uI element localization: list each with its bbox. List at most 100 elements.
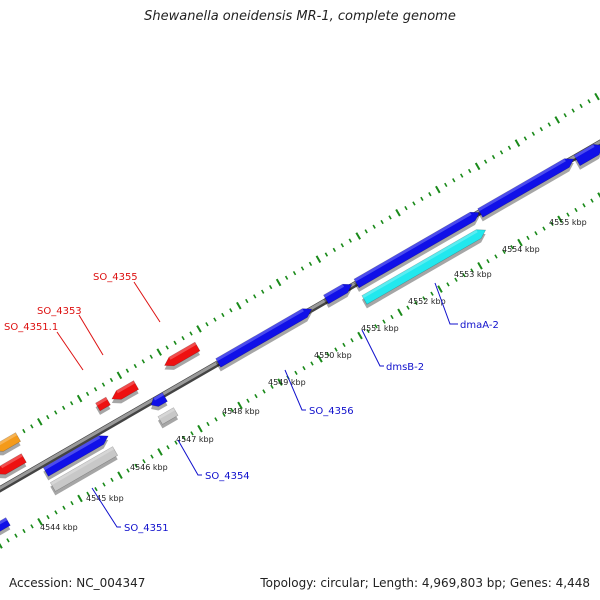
gene-gray-small-box	[157, 407, 179, 429]
leader-line-dmsb2	[361, 329, 384, 367]
leader-line-so4355	[133, 281, 161, 323]
minor-tick	[470, 268, 474, 273]
minor-tick	[420, 196, 424, 201]
major-tick	[357, 331, 363, 340]
gene-label-so4351: SO_4351	[124, 523, 169, 534]
gene-so4354-arrow	[150, 392, 168, 411]
topology-value: circular	[320, 576, 365, 590]
major-tick	[0, 542, 3, 549]
major-tick	[477, 262, 483, 270]
leader-line-so4353	[78, 314, 104, 356]
minor-tick	[6, 538, 10, 543]
minor-tick	[491, 154, 496, 160]
minor-tick	[214, 417, 218, 422]
minor-tick	[245, 298, 249, 304]
major-tick	[116, 371, 123, 380]
minor-tick	[174, 440, 178, 445]
minor-tick	[571, 108, 575, 113]
major-tick	[514, 139, 521, 147]
minor-tick	[110, 477, 114, 482]
minor-tick	[566, 212, 570, 217]
minor-tick	[310, 361, 314, 366]
scale-labels: 4544 kbp 4545 kbp 4546 kbp 4547 kbp 4548…	[40, 218, 587, 532]
major-tick	[554, 116, 561, 124]
minor-tick	[499, 150, 504, 155]
gene-so4355-arrow	[164, 341, 201, 370]
minor-tick	[166, 445, 170, 450]
minor-tick	[261, 289, 265, 294]
minor-tick	[189, 331, 193, 336]
minor-tick	[300, 266, 305, 271]
minor-tick	[230, 407, 234, 413]
genes-value: 4,448	[555, 576, 590, 590]
minor-tick	[502, 249, 506, 254]
minor-tick	[539, 127, 544, 132]
major-tick	[437, 285, 443, 293]
scale-label: 4547 kbp	[176, 435, 214, 444]
minor-tick	[109, 377, 114, 383]
minor-tick	[494, 254, 498, 259]
leader-line-so4351-1	[56, 331, 84, 371]
minor-tick	[542, 226, 546, 231]
minor-tick	[390, 314, 394, 320]
major-tick	[435, 185, 441, 194]
minor-tick	[467, 168, 472, 174]
minor-tick	[101, 382, 106, 387]
minor-tick	[388, 215, 392, 220]
gene-orange-edge-arrow	[0, 432, 22, 456]
major-tick	[77, 494, 83, 503]
gene-so4351-box	[49, 446, 119, 496]
leader-line-so4351	[91, 487, 121, 528]
minor-tick	[350, 338, 354, 343]
accession-label: Accession:	[9, 576, 77, 590]
minor-tick	[62, 505, 66, 510]
minor-tick	[412, 201, 416, 206]
minor-tick	[30, 424, 34, 429]
major-tick	[237, 401, 243, 410]
major-tick	[517, 238, 523, 247]
minor-tick	[483, 159, 488, 164]
major-tick	[557, 215, 563, 224]
leader-line-so4356	[284, 369, 306, 411]
major-tick	[76, 394, 83, 403]
major-tick	[474, 162, 481, 171]
scale-label: 4548 kbp	[222, 407, 260, 416]
minor-tick	[308, 261, 313, 266]
minor-tick	[246, 398, 250, 403]
minor-tick	[292, 271, 297, 276]
major-tick	[275, 278, 282, 287]
genome-stats: Topology: circular; Length: 4,969,803 bp…	[260, 576, 590, 590]
minor-tick	[141, 359, 145, 364]
gene-blue-long-arrow	[353, 211, 480, 292]
scale-label: 4552 kbp	[408, 297, 446, 306]
minor-tick	[324, 252, 329, 257]
major-tick	[117, 471, 123, 479]
gene-features	[0, 143, 600, 536]
major-tick	[157, 448, 163, 456]
major-tick	[355, 232, 361, 240]
minor-tick	[262, 389, 266, 394]
tick-marks	[0, 92, 600, 549]
minor-tick	[181, 336, 185, 341]
minor-tick	[587, 99, 591, 104]
minor-tick	[284, 275, 289, 280]
major-tick	[315, 255, 322, 264]
minor-tick	[364, 229, 368, 234]
minor-tick	[182, 435, 186, 441]
minor-tick	[94, 487, 98, 492]
length-label: ; Length:	[364, 576, 422, 590]
minor-tick	[382, 319, 386, 324]
minor-tick	[422, 296, 426, 301]
minor-tick	[70, 500, 74, 506]
minor-tick	[102, 482, 106, 487]
minor-tick	[452, 178, 456, 183]
gene-red-edge-arrow	[0, 453, 27, 479]
major-tick	[197, 424, 203, 433]
major-tick	[37, 517, 43, 526]
gene-blue-edge-left	[0, 517, 11, 536]
minor-tick	[579, 103, 583, 109]
minor-tick	[486, 259, 490, 264]
minor-tick	[150, 454, 154, 459]
